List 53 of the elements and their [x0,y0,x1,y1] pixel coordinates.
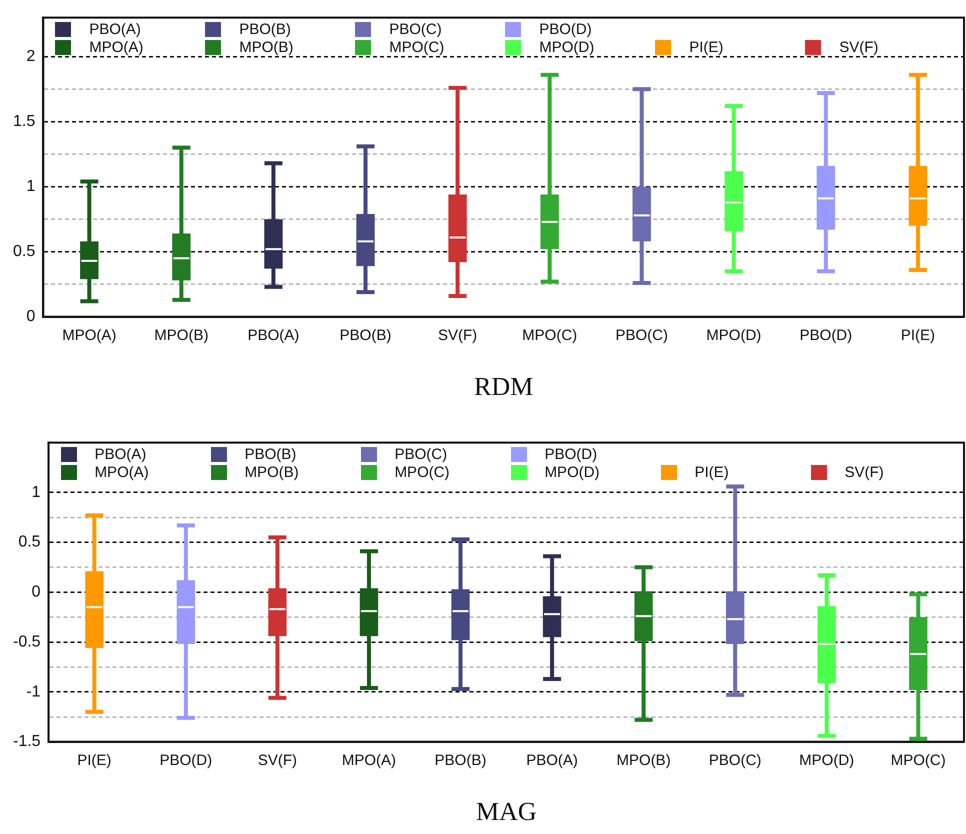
x-tick-label: SV(F) [438,326,478,344]
x-tick-label: MPO(D) [799,752,854,769]
legend-label: MPO(D) [539,38,594,56]
y-tick-label: -0.5 [12,633,41,650]
x-axis-title: MAG [476,797,537,826]
legend-label: PBO(D) [544,446,598,463]
x-tick-label: MPO(C) [890,752,946,769]
legend-label: PBO(A) [89,20,141,38]
x-tick-label: PI(E) [900,326,936,344]
x-tick-label: PBO(B) [434,752,486,769]
legend-label: PBO(C) [389,20,442,38]
y-tick-label: 0 [26,308,36,326]
y-tick-label: 1.5 [12,113,36,130]
x-tick-label: MPO(C) [522,326,578,344]
legend-label: MPO(C) [394,464,450,481]
y-tick-label: 1 [26,178,36,196]
x-tick-label: MPO(B) [154,326,208,344]
y-tick-label: 1 [32,484,41,501]
x-axis-title: RDM [474,372,534,402]
x-tick-label: PBO(B) [340,326,392,344]
legend-label: SV(F) [844,464,884,481]
x-tick-label: MPO(D) [706,326,762,344]
x-tick-label: PBO(A) [248,326,300,344]
legend-label: PBO(A) [94,446,146,463]
y-tick-label: -1.5 [12,733,41,750]
x-tick-label: PBO(C) [615,326,668,344]
x-tick-label: PI(E) [77,752,112,769]
x-tick-label: PBO(D) [800,326,852,344]
legend-label: MPO(D) [544,464,600,481]
y-tick-label: 0.5 [18,534,41,551]
x-tick-label: PBO(C) [708,752,762,769]
y-tick-label: 2 [26,48,36,66]
legend-label: PBO(B) [239,20,291,38]
y-tick-label: 0.5 [12,243,36,260]
legend-label: PBO(B) [244,446,296,463]
legend-label: MPO(C) [389,38,444,56]
legend-label: PI(E) [689,38,724,56]
legend-label: PBO(C) [394,446,448,463]
y-tick-label: 0 [32,584,41,601]
legend-label: PI(E) [694,464,729,481]
x-tick-label: MPO(A) [342,752,396,769]
x-tick-label: PBO(A) [526,752,578,769]
legend-label: MPO(A) [89,38,144,56]
x-tick-label: MPO(B) [616,752,671,769]
x-tick-label: SV(F) [258,752,298,769]
y-tick-label: -1 [26,683,41,700]
legend-label: MPO(A) [94,464,149,481]
legend-label: SV(F) [839,38,878,56]
legend-label: MPO(B) [244,464,299,481]
x-tick-label: PBO(D) [160,752,212,769]
x-tick-label: MPO(A) [62,326,116,344]
legend-label: MPO(B) [239,38,294,56]
legend-label: PBO(D) [539,20,592,38]
